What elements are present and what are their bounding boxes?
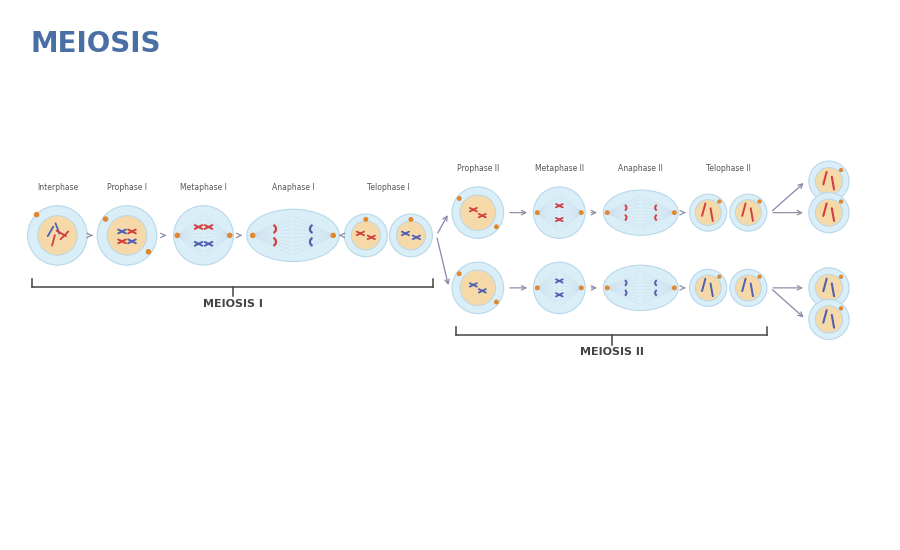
Circle shape <box>735 200 761 226</box>
Circle shape <box>535 285 540 290</box>
Circle shape <box>605 285 609 290</box>
Circle shape <box>452 187 504 238</box>
Text: MEIOSIS I: MEIOSIS I <box>202 299 263 309</box>
Text: Prophase I: Prophase I <box>107 183 147 192</box>
Circle shape <box>345 214 387 257</box>
Ellipse shape <box>247 209 339 262</box>
Circle shape <box>534 187 585 238</box>
Ellipse shape <box>603 190 679 235</box>
Circle shape <box>757 199 761 204</box>
Circle shape <box>456 196 462 201</box>
Text: Telophase I: Telophase I <box>367 183 410 192</box>
Circle shape <box>534 262 585 313</box>
Circle shape <box>689 270 727 306</box>
Text: Anaphase I: Anaphase I <box>272 183 314 192</box>
Circle shape <box>535 210 540 215</box>
Circle shape <box>815 306 842 333</box>
Circle shape <box>689 194 727 231</box>
Circle shape <box>809 299 849 339</box>
Circle shape <box>839 274 843 279</box>
Circle shape <box>103 216 108 222</box>
Circle shape <box>605 210 609 215</box>
Circle shape <box>839 168 843 172</box>
Text: Prophase II: Prophase II <box>456 164 499 173</box>
Circle shape <box>579 285 584 290</box>
Circle shape <box>227 233 232 238</box>
Text: Metaphase II: Metaphase II <box>535 164 584 173</box>
Circle shape <box>460 195 496 230</box>
Circle shape <box>717 199 722 204</box>
Circle shape <box>730 194 767 231</box>
Circle shape <box>107 216 147 255</box>
Circle shape <box>839 306 843 311</box>
Ellipse shape <box>603 265 679 311</box>
Circle shape <box>174 206 233 265</box>
Circle shape <box>730 270 767 306</box>
Circle shape <box>695 275 721 301</box>
Circle shape <box>146 249 151 255</box>
Circle shape <box>364 217 368 222</box>
Circle shape <box>175 233 180 238</box>
Circle shape <box>815 168 842 195</box>
Circle shape <box>815 199 842 226</box>
Circle shape <box>672 210 677 215</box>
Text: Metaphase I: Metaphase I <box>180 183 227 192</box>
Circle shape <box>97 206 157 265</box>
Circle shape <box>839 200 843 204</box>
Circle shape <box>452 262 504 313</box>
Circle shape <box>28 206 87 265</box>
Circle shape <box>396 221 426 250</box>
Circle shape <box>757 274 761 279</box>
Circle shape <box>809 192 849 233</box>
Circle shape <box>809 268 849 308</box>
Circle shape <box>460 270 496 306</box>
Circle shape <box>815 274 842 301</box>
Circle shape <box>494 300 499 305</box>
Text: Telophase II: Telophase II <box>706 164 751 173</box>
Circle shape <box>250 233 256 238</box>
Circle shape <box>494 224 499 229</box>
Circle shape <box>38 216 77 255</box>
Circle shape <box>409 217 413 222</box>
Circle shape <box>809 161 849 201</box>
Circle shape <box>351 221 381 250</box>
Circle shape <box>717 274 722 279</box>
Circle shape <box>34 212 40 217</box>
Text: MEIOSIS: MEIOSIS <box>31 30 161 58</box>
Circle shape <box>695 200 721 226</box>
Circle shape <box>456 271 462 276</box>
Circle shape <box>672 285 677 290</box>
Circle shape <box>390 214 432 257</box>
Circle shape <box>330 233 336 238</box>
Text: MEIOSIS II: MEIOSIS II <box>580 347 644 358</box>
Circle shape <box>735 275 761 301</box>
Text: Anaphase II: Anaphase II <box>618 164 663 173</box>
Circle shape <box>579 210 584 215</box>
Text: Interphase: Interphase <box>37 183 78 192</box>
